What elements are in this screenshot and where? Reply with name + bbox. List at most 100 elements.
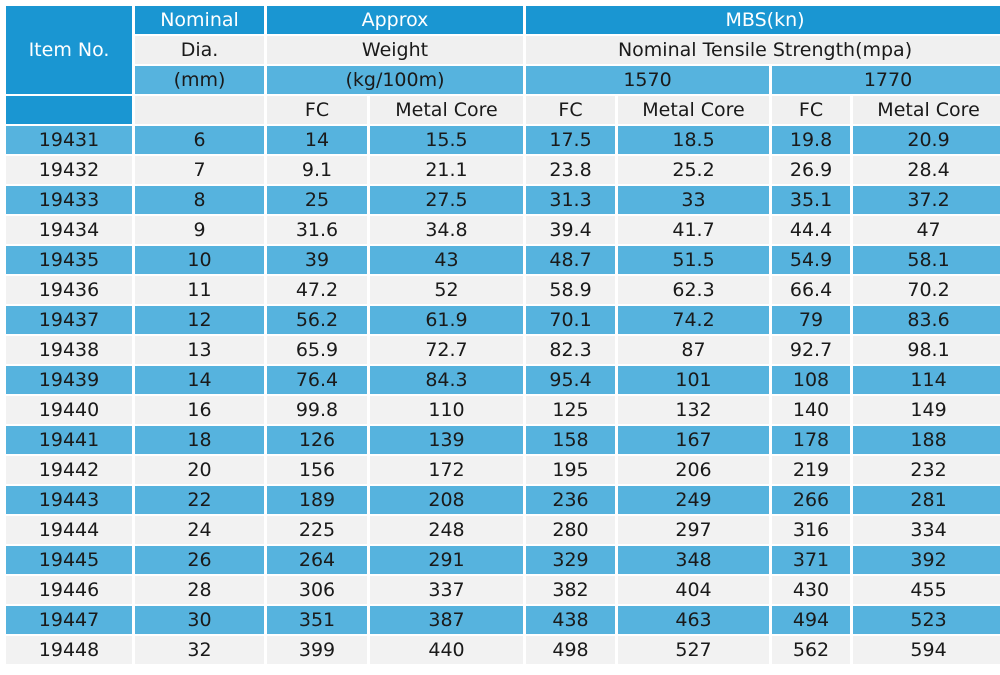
mbs1770-fc-cell: 108	[772, 366, 851, 394]
mbs1570-metal-core-cell: 33	[618, 186, 770, 214]
mbs1770-metal-core-cell: 392	[853, 546, 1000, 574]
weight-metal-core-cell: 139	[370, 426, 524, 454]
weight-metal-core-cell: 172	[370, 456, 524, 484]
weight-fc-cell: 306	[267, 576, 367, 604]
mbs1570-metal-core-cell: 51.5	[618, 246, 770, 274]
mbs1570-metal-core-cell: 527	[618, 636, 770, 664]
mbs1570-fc-cell: 95.4	[526, 366, 616, 394]
mbs1570-fc-cell: 329	[526, 546, 616, 574]
weight-fc-cell: 9.1	[267, 156, 367, 184]
item-no-cell: 19438	[6, 336, 132, 364]
strength-1570-header: 1570	[526, 66, 770, 94]
mbs1770-metal-core-cell: 20.9	[853, 126, 1000, 154]
item-no-cell: 19448	[6, 636, 132, 664]
mbs1570-fc-cell: 382	[526, 576, 616, 604]
mbs-header: MBS(kn)	[526, 6, 1000, 34]
mbs1570-fc-cell: 280	[526, 516, 616, 544]
mbs1770-metal-core-cell: 455	[853, 576, 1000, 604]
item-no-cell: 19436	[6, 276, 132, 304]
mbs1770-metal-core-cell: 188	[853, 426, 1000, 454]
weight-fc-cell: 264	[267, 546, 367, 574]
mbs1770-metal-core-cell: 98.1	[853, 336, 1000, 364]
item-no-cell: 19447	[6, 606, 132, 634]
item-no-header-spacer	[6, 96, 132, 124]
weight-metal-core-cell: 387	[370, 606, 524, 634]
item-no-cell: 19443	[6, 486, 132, 514]
mbs1770-metal-core-cell: 232	[853, 456, 1000, 484]
mbs1570-metal-core-cell: 297	[618, 516, 770, 544]
table-row: 19434 9 31.6 34.8 39.4 41.7 44.4 47	[6, 216, 1000, 244]
mbs1570-fc-cell: 125	[526, 396, 616, 424]
weight-fc-cell: 189	[267, 486, 367, 514]
dia-header-spacer	[135, 96, 264, 124]
weight-fc-cell: 76.4	[267, 366, 367, 394]
mbs1570-metal-core-cell: 206	[618, 456, 770, 484]
mbs1570-metal-core-cell: 74.2	[618, 306, 770, 334]
mbs1770-fc-header: FC	[772, 96, 851, 124]
mbs1770-metal-core-cell: 58.1	[853, 246, 1000, 274]
table-row: 19444 24 225 248 280 297 316 334	[6, 516, 1000, 544]
nominal-header: Nominal	[135, 6, 264, 34]
weight-fc-cell: 31.6	[267, 216, 367, 244]
weight-metal-core-header: Metal Core	[370, 96, 524, 124]
mbs1770-fc-cell: 494	[772, 606, 851, 634]
mbs1770-metal-core-cell: 70.2	[853, 276, 1000, 304]
weight-metal-core-cell: 52	[370, 276, 524, 304]
mbs1570-metal-core-cell: 101	[618, 366, 770, 394]
mbs1770-fc-cell: 178	[772, 426, 851, 454]
item-no-cell: 19444	[6, 516, 132, 544]
item-no-cell: 19446	[6, 576, 132, 604]
weight-metal-core-cell: 34.8	[370, 216, 524, 244]
table-row: 19446 28 306 337 382 404 430 455	[6, 576, 1000, 604]
mbs1770-fc-cell: 430	[772, 576, 851, 604]
mbs1570-metal-core-cell: 249	[618, 486, 770, 514]
mbs1770-fc-cell: 219	[772, 456, 851, 484]
kg-unit-header: (kg/100m)	[267, 66, 524, 94]
dia-cell: 32	[135, 636, 264, 664]
weight-fc-cell: 399	[267, 636, 367, 664]
table-row: 19445 26 264 291 329 348 371 392	[6, 546, 1000, 574]
weight-fc-cell: 225	[267, 516, 367, 544]
weight-metal-core-cell: 72.7	[370, 336, 524, 364]
mbs1770-fc-cell: 92.7	[772, 336, 851, 364]
table-header: Item No. Nominal Approx MBS(kn) Dia. Wei…	[6, 6, 1000, 124]
dia-cell: 28	[135, 576, 264, 604]
item-no-cell: 19440	[6, 396, 132, 424]
mbs1570-fc-cell: 31.3	[526, 186, 616, 214]
mbs1570-fc-cell: 48.7	[526, 246, 616, 274]
weight-metal-core-cell: 208	[370, 486, 524, 514]
weight-metal-core-cell: 440	[370, 636, 524, 664]
table-row: 19438 13 65.9 72.7 82.3 87 92.7 98.1	[6, 336, 1000, 364]
mbs1770-metal-core-cell: 28.4	[853, 156, 1000, 184]
mbs1770-metal-core-cell: 83.6	[853, 306, 1000, 334]
item-no-cell: 19433	[6, 186, 132, 214]
dia-cell: 7	[135, 156, 264, 184]
weight-fc-cell: 47.2	[267, 276, 367, 304]
weight-metal-core-cell: 84.3	[370, 366, 524, 394]
dia-cell: 16	[135, 396, 264, 424]
mbs1770-metal-core-cell: 149	[853, 396, 1000, 424]
mbs1770-fc-cell: 66.4	[772, 276, 851, 304]
dia-cell: 18	[135, 426, 264, 454]
mbs1770-metal-core-cell: 47	[853, 216, 1000, 244]
dia-cell: 11	[135, 276, 264, 304]
mbs1770-fc-cell: 371	[772, 546, 851, 574]
weight-metal-core-cell: 337	[370, 576, 524, 604]
nominal-tensile-header: Nominal Tensile Strength(mpa)	[526, 36, 1000, 64]
mbs1770-metal-core-cell: 114	[853, 366, 1000, 394]
mbs1570-fc-cell: 58.9	[526, 276, 616, 304]
header-row-2: Dia. Weight Nominal Tensile Strength(mpa…	[6, 36, 1000, 64]
mbs1770-metal-core-cell: 523	[853, 606, 1000, 634]
dia-cell: 14	[135, 366, 264, 394]
mbs1570-fc-cell: 23.8	[526, 156, 616, 184]
mbs1570-metal-core-cell: 348	[618, 546, 770, 574]
mbs1570-fc-cell: 17.5	[526, 126, 616, 154]
item-no-cell: 19439	[6, 366, 132, 394]
dia-cell: 22	[135, 486, 264, 514]
mbs1570-fc-cell: 70.1	[526, 306, 616, 334]
item-no-header: Item No.	[6, 6, 132, 94]
mbs1570-metal-core-cell: 463	[618, 606, 770, 634]
dia-cell: 9	[135, 216, 264, 244]
weight-fc-cell: 14	[267, 126, 367, 154]
table-row: 19432 7 9.1 21.1 23.8 25.2 26.9 28.4	[6, 156, 1000, 184]
